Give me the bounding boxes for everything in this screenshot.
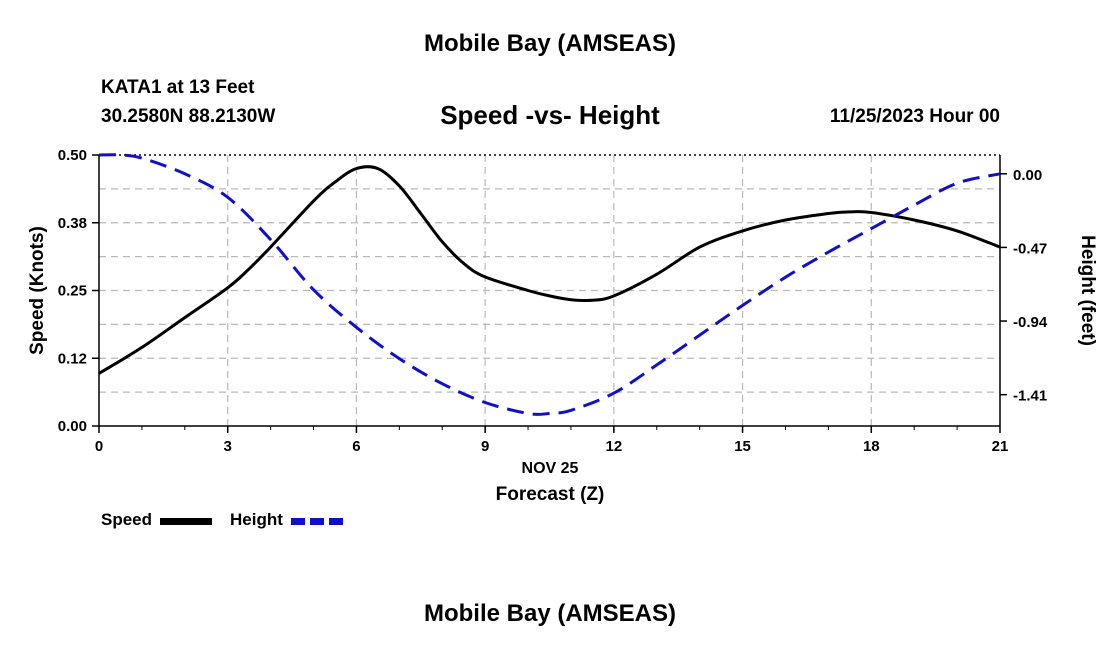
y2-tick-label: 0.00 (1013, 167, 1042, 184)
y2-tick-label: -0.94 (1013, 314, 1048, 331)
y-tick-label: 0.50 (58, 147, 87, 164)
legend-swatch-speed (160, 518, 212, 525)
station-label: KATA1 at 13 Feet (101, 77, 255, 98)
legend-label-speed: Speed (101, 510, 153, 529)
y2-axis-label: Height (feet) (1077, 235, 1098, 346)
coordinates-label: 30.2580N 88.2130W (101, 106, 276, 127)
y2-tick-label: -1.41 (1013, 388, 1047, 405)
y-tick-label: 0.38 (58, 215, 87, 232)
y2-tick-label: -0.47 (1013, 240, 1047, 257)
series-line-speed (98, 165, 1001, 375)
datestamp-label: 11/25/2023 Hour 00 (829, 106, 1000, 127)
y-tick-label: 0.25 (58, 283, 87, 300)
x-tick-label: 0 (95, 438, 103, 455)
x-tick-label: 3 (224, 438, 232, 455)
legend-swatch-height (291, 518, 343, 525)
x-date-label: NOV 25 (522, 460, 579, 477)
x-tick-label: 18 (863, 438, 880, 455)
legend-label-height: Height (230, 510, 283, 529)
x-tick-label: 15 (734, 438, 751, 455)
series-line-height (98, 153, 1001, 416)
x-tick-label: 9 (481, 438, 489, 455)
header-title: Mobile Bay (AMSEAS) (423, 30, 677, 57)
y-tick-label: 0.12 (58, 350, 87, 367)
x-tick-label: 6 (352, 438, 360, 455)
y-tick-label: 0.00 (58, 418, 87, 435)
y-axis-label: Speed (Knots) (27, 226, 48, 355)
x-tick-label: 21 (992, 438, 1009, 455)
chart-title: Speed -vs- Height (440, 100, 660, 130)
x-tick-label: 12 (606, 438, 623, 455)
footer-title: Mobile Bay (AMSEAS) (423, 600, 677, 627)
x-axis-label: Forecast (Z) (496, 484, 605, 505)
